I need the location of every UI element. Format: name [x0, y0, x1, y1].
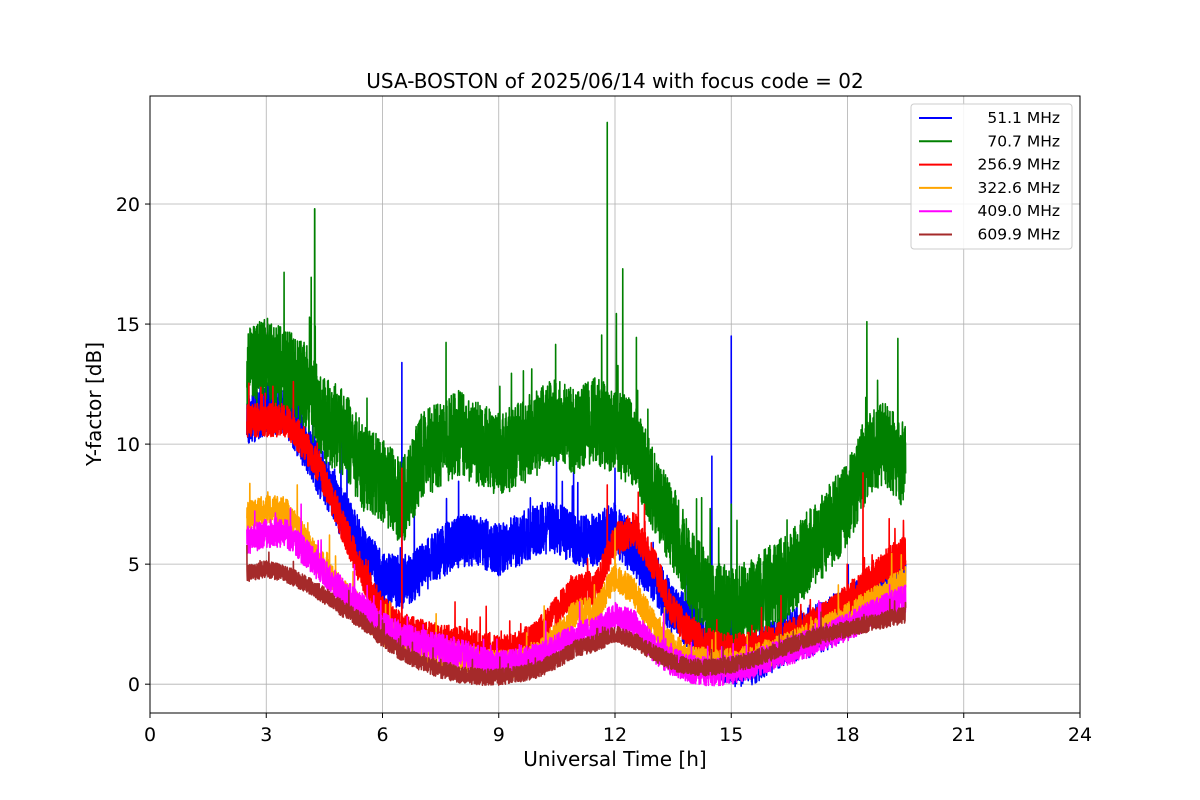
- x-tick-label: 0: [144, 724, 156, 746]
- chart-title: USA-BOSTON of 2025/06/14 with focus code…: [366, 69, 863, 93]
- legend-label-4: 409.0 MHz: [978, 202, 1060, 220]
- y-axis: 0 5 10 15 20: [116, 194, 150, 696]
- legend: 51.1 MHz 70.7 MHz 256.9 MHz 322.6 MHz 409.0 …: [910, 103, 1073, 250]
- x-tick-label: 9: [493, 724, 505, 746]
- x-tick-label: 15: [719, 724, 743, 746]
- y-tick-label: 15: [116, 314, 140, 336]
- legend-label-2: 256.9 MHz: [978, 156, 1060, 174]
- series-line-5: [246, 544, 907, 687]
- x-tick-label: 12: [603, 724, 627, 746]
- y-tick-label: 5: [128, 554, 140, 576]
- y-tick-label: 20: [116, 194, 140, 216]
- x-axis: 0 3 6 9 12 15 18 21 24: [144, 713, 1092, 746]
- x-tick-label: 24: [1068, 724, 1092, 746]
- y-tick-label: 10: [116, 434, 140, 456]
- legend-box: [910, 103, 1073, 250]
- x-tick-label: 3: [260, 724, 272, 746]
- legend-label-1: 70.7 MHz: [987, 132, 1060, 150]
- legend-label-5: 609.9 MHz: [978, 226, 1060, 244]
- x-axis-label: Universal Time [h]: [523, 747, 706, 771]
- x-tick-label: 18: [835, 724, 859, 746]
- series-layer: [246, 121, 907, 688]
- x-tick-label: 21: [952, 724, 976, 746]
- series-line-4: [246, 503, 907, 687]
- series-line-1: [246, 121, 907, 653]
- y-tick-label: 0: [128, 674, 140, 696]
- x-tick-label: 6: [376, 724, 388, 746]
- legend-label-0: 51.1 MHz: [987, 109, 1060, 127]
- y-axis-label: Y-factor [dB]: [82, 342, 106, 467]
- legend-label-3: 322.6 MHz: [978, 179, 1060, 197]
